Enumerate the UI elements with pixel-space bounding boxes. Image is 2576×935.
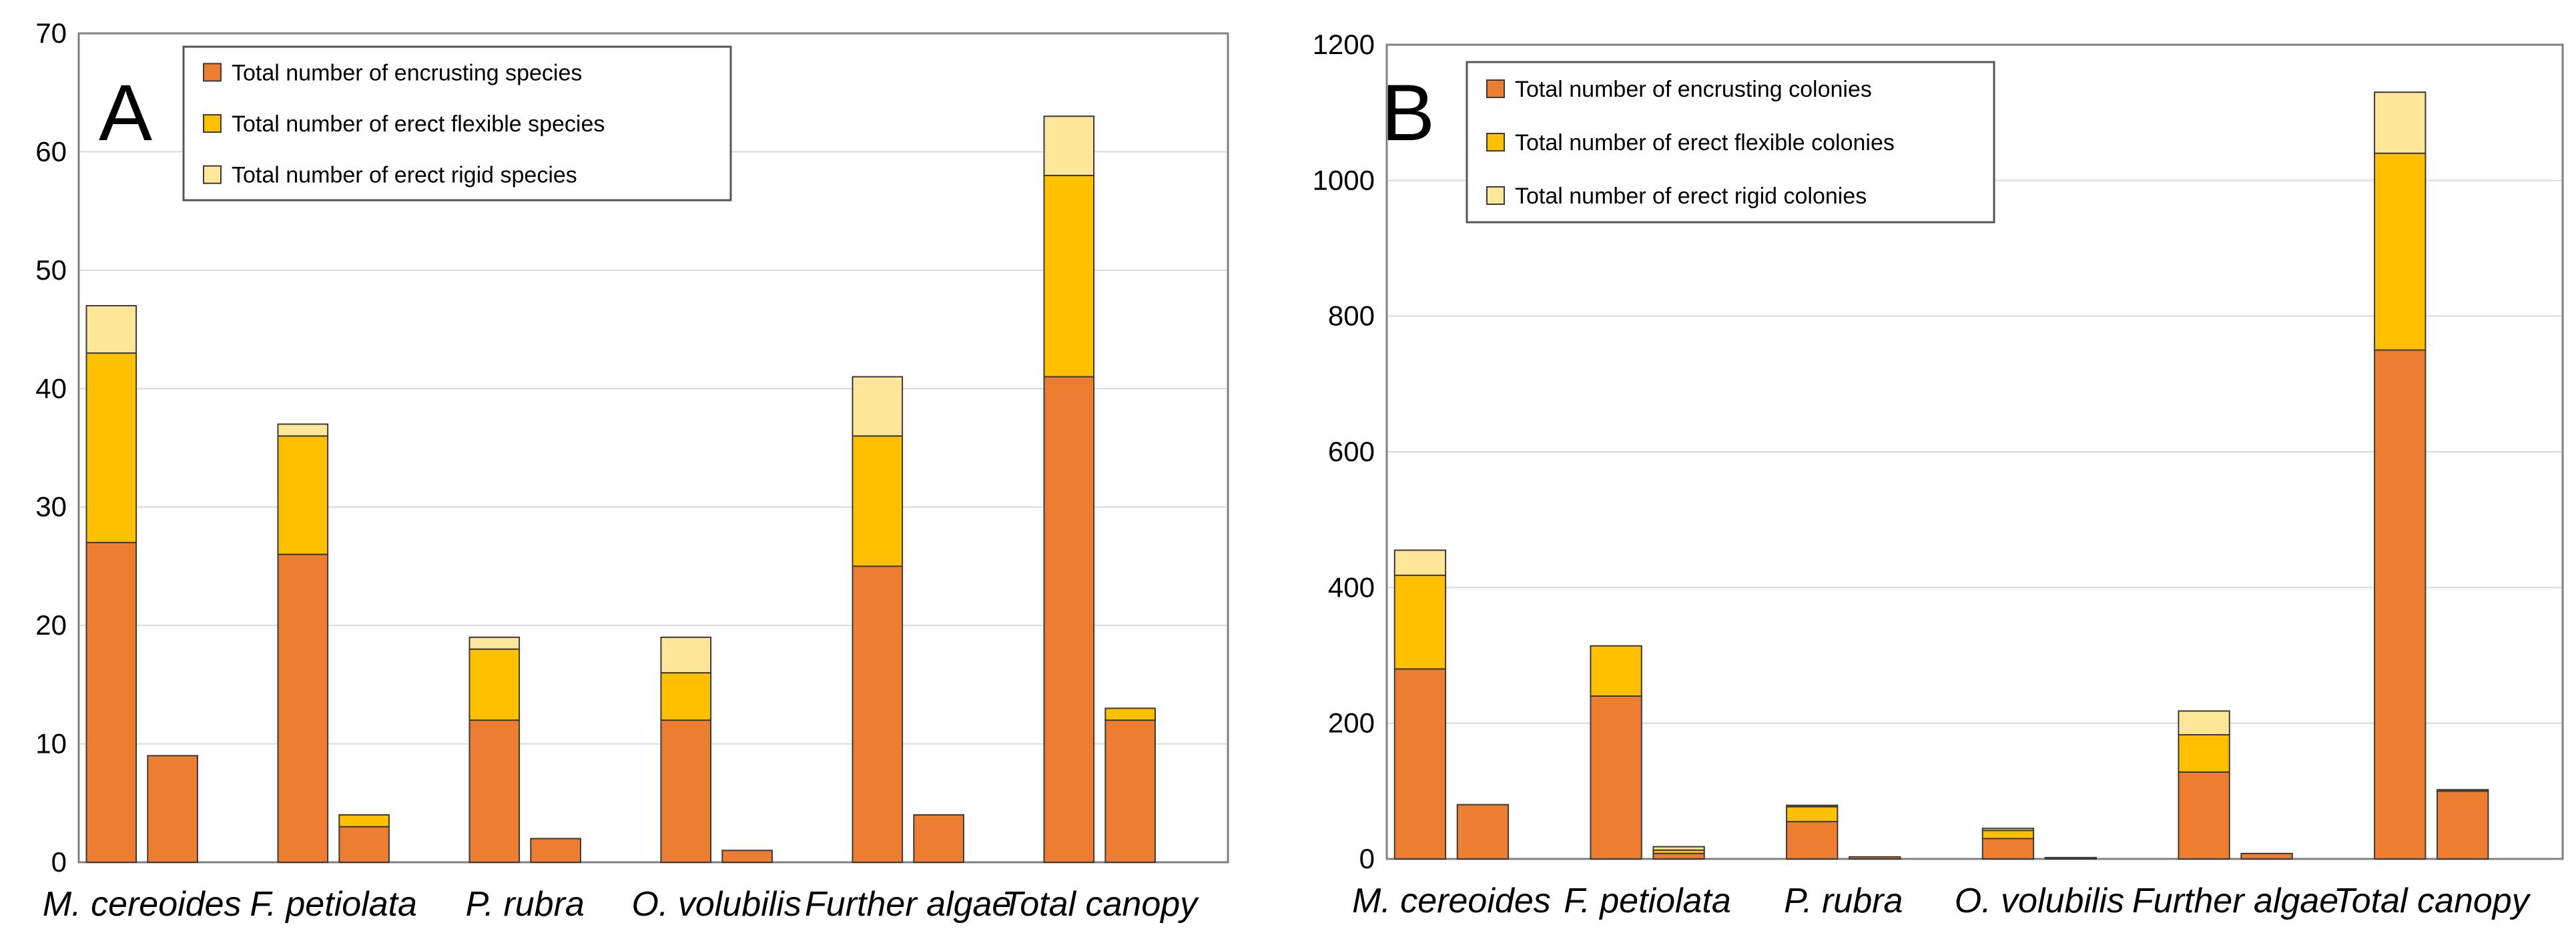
chart-b: 0 200 400 600 800 1000 1200 M. cereoides F. peti… xyxy=(1313,29,2564,920)
y-tick-label: 200 xyxy=(1328,707,1375,739)
legend-swatch xyxy=(203,63,222,82)
bar-segment xyxy=(1786,821,1839,860)
bar-segment xyxy=(468,719,521,863)
x-category-label: Total canopy xyxy=(2334,882,2531,920)
bar-segment xyxy=(1652,846,1705,851)
x-category-label: M. cereoides xyxy=(43,885,242,924)
bar-segment xyxy=(468,636,521,650)
y-tick-label: 40 xyxy=(35,372,67,404)
x-category-label: M. cereoides xyxy=(1352,882,1551,920)
y-tick-label: 0 xyxy=(51,846,67,878)
bar-segment xyxy=(1393,575,1447,670)
bar-segment xyxy=(1981,830,2035,840)
bar-segment xyxy=(85,305,137,354)
bar-segment xyxy=(1981,838,2035,860)
bar-segment xyxy=(1393,549,1447,577)
bar-segment xyxy=(721,850,773,864)
bar-segment xyxy=(277,435,329,555)
bar-segment xyxy=(1786,804,1839,808)
bar-segment xyxy=(1786,806,1839,823)
legend-swatch xyxy=(1486,79,1505,98)
legend-label: Total number of erect rigid species xyxy=(232,163,577,188)
plot-frame xyxy=(1385,43,2564,860)
y-tick-label: 1200 xyxy=(1313,29,1375,60)
bar-segment xyxy=(1043,376,1095,863)
bar-segment xyxy=(1104,719,1156,863)
x-category-label: O. volubilis xyxy=(1955,882,2124,920)
bar-segment xyxy=(147,755,198,864)
bar-segment xyxy=(2178,771,2230,860)
x-category-label: Total canopy xyxy=(1002,885,1199,924)
bar-segment xyxy=(1104,707,1156,721)
bar-segment xyxy=(2374,152,2427,351)
y-tick-label: 60 xyxy=(35,135,67,167)
x-category-label: Further algae xyxy=(2132,882,2338,920)
x-category-label: P. rubra xyxy=(1784,882,1903,920)
y-tick-label: 70 xyxy=(35,17,67,49)
bar-segment xyxy=(2178,710,2230,735)
bar-segment xyxy=(2374,91,2427,154)
chart-a: 0 10 20 30 40 50 60 70 M. cereoides F. petiolata P… xyxy=(35,17,1229,924)
legend-box xyxy=(182,45,732,202)
y-tick-label: 0 xyxy=(1359,843,1375,874)
x-category-label: F. petiolata xyxy=(250,885,417,924)
bar-segment xyxy=(2178,733,2230,773)
x-category-label: P. rubra xyxy=(466,885,585,924)
bar-segment xyxy=(338,826,390,864)
x-category-label: F. petiolata xyxy=(1564,882,1731,920)
bar-segment xyxy=(1043,174,1095,378)
legend-swatch xyxy=(203,165,222,184)
bar-segment xyxy=(2374,349,2427,860)
bar-segment xyxy=(2437,790,2489,860)
bar-segment xyxy=(1456,804,1510,860)
legend-label: Total number of erect rigid colonies xyxy=(1515,184,1867,209)
legend-label: Total number of encrusting species xyxy=(232,60,582,85)
legend-swatch xyxy=(203,114,222,133)
bar-segment xyxy=(2240,852,2293,860)
y-tick-label: 50 xyxy=(35,254,67,286)
bar-segment xyxy=(852,565,904,864)
bar-segment xyxy=(1849,856,1901,860)
bar-segment xyxy=(2044,856,2098,860)
bar-segment xyxy=(1652,852,1705,860)
bar-segment xyxy=(1590,645,1642,697)
legend-swatch xyxy=(1486,186,1505,205)
legend-label: Total number of encrusting colonies xyxy=(1515,77,1872,102)
bar-segment xyxy=(1590,695,1642,860)
y-tick-label: 1000 xyxy=(1313,164,1375,196)
bar-segment xyxy=(1043,115,1095,176)
bar-segment xyxy=(1393,668,1447,860)
bar-segment xyxy=(852,435,904,567)
bar-segment xyxy=(277,553,329,864)
legend-label: Total number of erect flexible colonies xyxy=(1515,130,1895,155)
y-tick-label: 600 xyxy=(1328,436,1375,467)
bar-segment xyxy=(660,672,712,721)
bar-segment xyxy=(913,814,964,863)
y-tick-label: 10 xyxy=(35,728,67,759)
legend-box xyxy=(1466,61,1995,224)
x-category-label: Further algae xyxy=(805,885,1011,924)
y-tick-label: 400 xyxy=(1328,571,1375,603)
y-tick-label: 800 xyxy=(1328,300,1375,332)
bar-segment xyxy=(660,719,712,863)
y-tick-label: 30 xyxy=(35,491,67,523)
bar-segment xyxy=(530,838,581,863)
bar-segment xyxy=(660,636,712,674)
bar-segment xyxy=(277,423,329,437)
legend-swatch xyxy=(1486,133,1505,151)
x-category-label: O. volubilis xyxy=(632,885,801,924)
bar-segment xyxy=(468,648,521,721)
plot-frame xyxy=(77,32,1229,864)
panel-letter: B xyxy=(1381,68,1435,158)
panel-letter: A xyxy=(99,68,152,158)
bar-segment xyxy=(85,352,137,543)
bar-segment xyxy=(852,376,904,437)
bar-segment xyxy=(338,814,390,828)
legend-label: Total number of erect flexible species xyxy=(232,111,605,137)
y-tick-label: 20 xyxy=(35,609,67,641)
bar-segment xyxy=(2437,789,2489,792)
bar-segment xyxy=(85,541,137,863)
bar-segment xyxy=(1981,828,2035,832)
